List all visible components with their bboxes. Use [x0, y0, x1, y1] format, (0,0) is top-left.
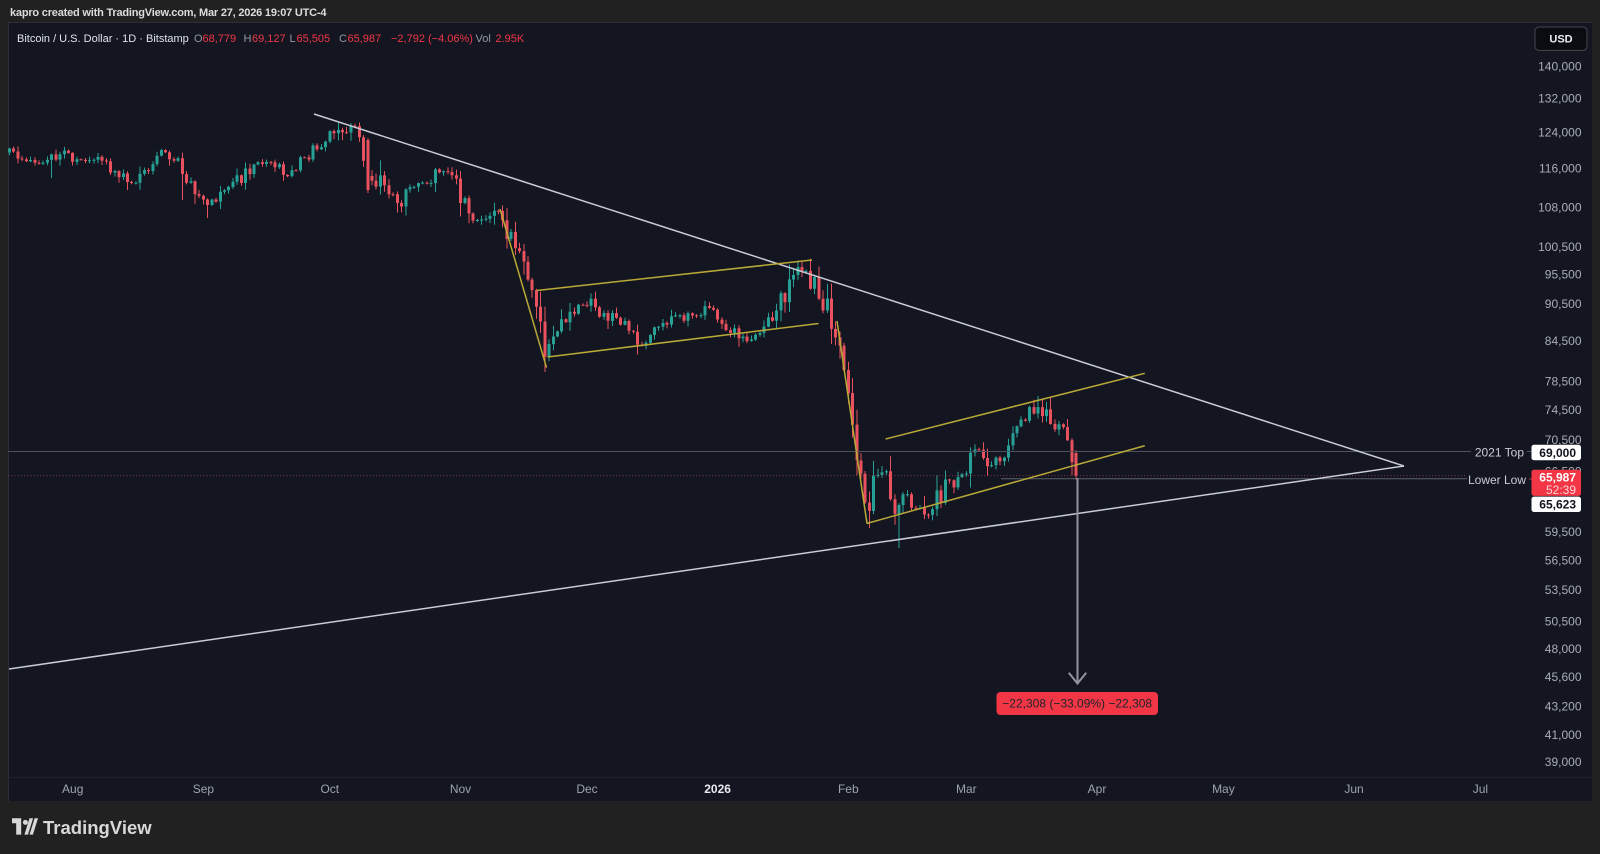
svg-text:41,000: 41,000	[1545, 728, 1582, 742]
svg-text:39,000: 39,000	[1545, 755, 1582, 769]
svg-text:−22,308 (−33.09%) −22,308: −22,308 (−33.09%) −22,308	[1002, 697, 1152, 711]
svg-text:48,000: 48,000	[1545, 642, 1582, 656]
svg-text:Sep: Sep	[193, 782, 215, 796]
svg-text:2.95K: 2.95K	[496, 33, 525, 45]
svg-text:C: C	[339, 33, 347, 45]
svg-text:Aug: Aug	[62, 782, 83, 796]
svg-text:Jun: Jun	[1344, 782, 1363, 796]
svg-text:68,779: 68,779	[203, 33, 237, 45]
svg-text:2026: 2026	[704, 782, 731, 796]
svg-text:132,000: 132,000	[1538, 91, 1582, 105]
svg-text:2021 Top: 2021 Top	[1475, 446, 1524, 460]
svg-text:Bitcoin / U.S. Dollar · 1D · B: Bitcoin / U.S. Dollar · 1D · Bitstamp	[17, 33, 189, 45]
svg-text:84,500: 84,500	[1545, 334, 1582, 348]
svg-text:108,000: 108,000	[1538, 201, 1582, 215]
svg-text:Oct: Oct	[320, 782, 339, 796]
svg-text:Nov: Nov	[450, 782, 471, 796]
svg-text:Apr: Apr	[1088, 782, 1107, 796]
svg-text:USD: USD	[1549, 34, 1572, 46]
svg-text:74,500: 74,500	[1545, 403, 1582, 417]
svg-text:65,623: 65,623	[1539, 498, 1576, 512]
svg-text:53,500: 53,500	[1545, 583, 1582, 597]
svg-text:50,500: 50,500	[1545, 615, 1582, 629]
svg-text:O: O	[194, 33, 203, 45]
svg-text:140,000: 140,000	[1538, 59, 1582, 73]
svg-text:90,500: 90,500	[1545, 297, 1582, 311]
svg-text:78,500: 78,500	[1545, 374, 1582, 388]
svg-text:Jul: Jul	[1473, 782, 1488, 796]
svg-text:52:39: 52:39	[1546, 483, 1576, 497]
svg-text:116,000: 116,000	[1539, 162, 1582, 176]
svg-text:Mar: Mar	[956, 782, 977, 796]
svg-text:95,500: 95,500	[1545, 268, 1582, 282]
svg-text:kapro created with TradingView: kapro created with TradingView.com, Mar …	[10, 7, 327, 19]
svg-text:H: H	[244, 33, 252, 45]
svg-text:69,000: 69,000	[1539, 446, 1576, 460]
svg-text:Vol: Vol	[476, 33, 491, 45]
svg-text:100,500: 100,500	[1538, 240, 1582, 254]
svg-text:May: May	[1212, 782, 1235, 796]
svg-text:−2,792 (−4.06%): −2,792 (−4.06%)	[391, 33, 473, 45]
svg-text:L: L	[290, 33, 296, 45]
svg-text:TradingView: TradingView	[43, 817, 152, 838]
svg-text:65,987: 65,987	[1539, 471, 1576, 485]
svg-text:69,127: 69,127	[252, 33, 286, 45]
svg-text:65,987: 65,987	[348, 33, 382, 45]
svg-text:124,000: 124,000	[1538, 125, 1582, 139]
svg-text:65,505: 65,505	[297, 33, 331, 45]
svg-text:56,500: 56,500	[1545, 553, 1582, 567]
svg-text:70,500: 70,500	[1545, 433, 1582, 447]
svg-text:59,500: 59,500	[1545, 525, 1582, 539]
svg-text:Feb: Feb	[838, 782, 859, 796]
svg-text:45,600: 45,600	[1545, 670, 1582, 684]
svg-text:43,200: 43,200	[1545, 700, 1582, 714]
svg-text:Dec: Dec	[576, 782, 597, 796]
svg-text:Lower Low: Lower Low	[1468, 473, 1526, 487]
